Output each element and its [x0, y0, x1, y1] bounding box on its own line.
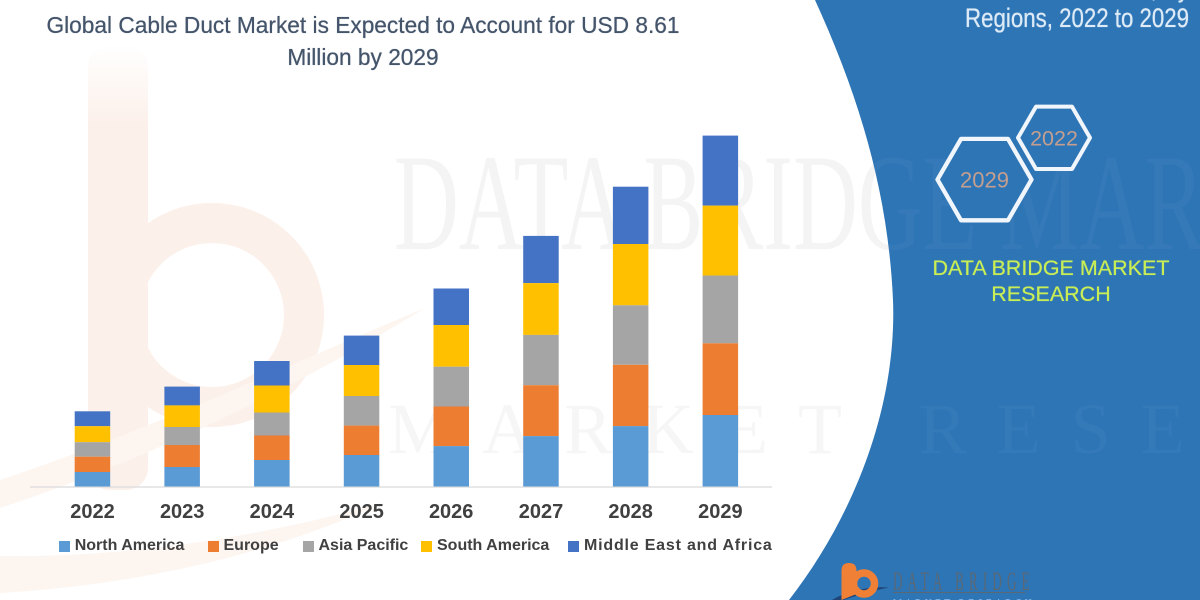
svg-text:2022: 2022 [1030, 126, 1078, 150]
svg-text:2029: 2029 [960, 168, 1009, 193]
